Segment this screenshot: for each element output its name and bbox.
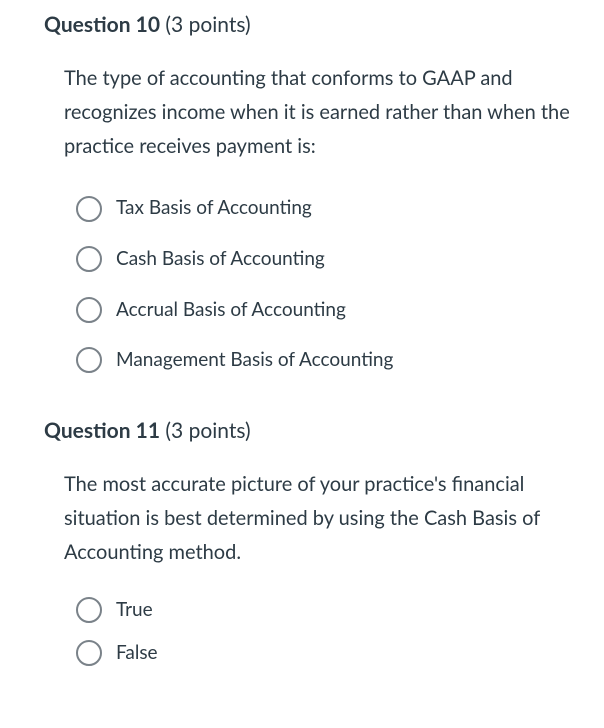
option-row[interactable]: Cash Basis of Accounting: [76, 246, 604, 273]
question-11-number: Question 11: [44, 418, 160, 443]
question-11-text: The most accurate picture of your practi…: [0, 467, 604, 569]
question-11-options: True False: [0, 597, 604, 666]
option-label: False: [116, 640, 158, 667]
question-11-points: (3 points): [165, 418, 250, 443]
radio-icon[interactable]: [76, 246, 102, 272]
question-10-options: Tax Basis of Accounting Cash Basis of Ac…: [0, 195, 604, 373]
radio-icon[interactable]: [76, 640, 102, 666]
option-label: Management Basis of Accounting: [116, 347, 393, 374]
question-10-header: Question 10 (3 points): [0, 10, 604, 39]
radio-icon[interactable]: [76, 597, 102, 623]
question-11-block: Question 11 (3 points) The most accurate…: [0, 416, 604, 667]
question-10-text: The type of accounting that conforms to …: [0, 61, 604, 163]
option-row[interactable]: Management Basis of Accounting: [76, 347, 604, 374]
radio-icon[interactable]: [76, 196, 102, 222]
option-label: Accrual Basis of Accounting: [116, 297, 346, 324]
option-row[interactable]: Accrual Basis of Accounting: [76, 297, 604, 324]
question-10-block: Question 10 (3 points) The type of accou…: [0, 10, 604, 374]
option-row[interactable]: False: [76, 640, 604, 667]
option-row[interactable]: True: [76, 597, 604, 624]
option-row[interactable]: Tax Basis of Accounting: [76, 195, 604, 222]
radio-icon[interactable]: [76, 297, 102, 323]
radio-icon[interactable]: [76, 347, 102, 373]
question-11-header: Question 11 (3 points): [0, 416, 604, 445]
option-label: Tax Basis of Accounting: [116, 195, 312, 222]
question-10-points: (3 points): [165, 12, 250, 37]
question-10-number: Question 10: [44, 12, 160, 37]
option-label: Cash Basis of Accounting: [116, 246, 325, 273]
option-label: True: [116, 597, 153, 624]
